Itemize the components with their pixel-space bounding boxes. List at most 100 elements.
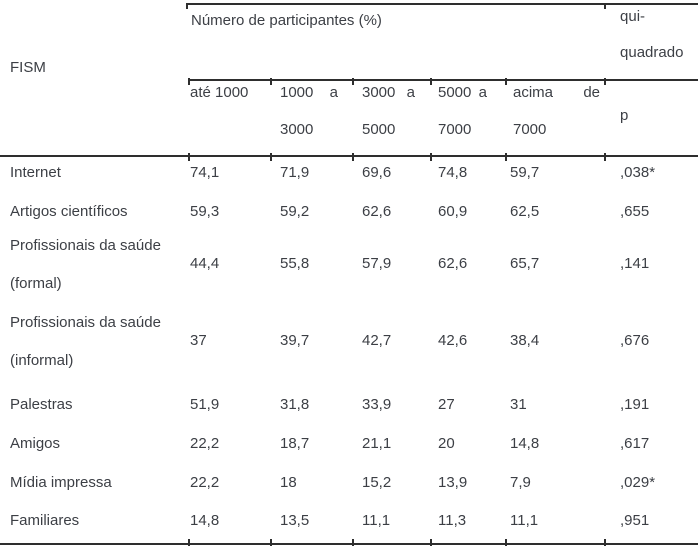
row-label: Familiares: [0, 505, 188, 545]
p-value-cell: ,141: [620, 254, 650, 272]
value-cell: 62,6: [362, 202, 392, 220]
table-row-familiares: Familiares 14,8 13,5 11,1 11,3 11,1 ,951: [0, 505, 698, 545]
value-cell: 21,1: [362, 434, 392, 452]
range-connector: de: [583, 84, 601, 101]
row-label: Mídia impressa: [10, 473, 112, 491]
value-cell: 14,8: [188, 505, 270, 545]
range-end: 3000: [280, 121, 314, 138]
p-value-cell: ,191: [620, 395, 650, 413]
cell-boundary-tick: [505, 539, 507, 546]
col-header-1000-3000: 1000 a 3000: [270, 79, 352, 156]
value-cell: 15,2: [362, 473, 392, 491]
value-cell: 59,2: [280, 202, 310, 220]
range-start: acima: [513, 84, 554, 101]
cell-boundary-tick: [352, 539, 354, 546]
cell-boundary-tick: [604, 153, 606, 161]
cell-boundary-tick: [188, 539, 190, 546]
fism-label: FISM: [10, 59, 46, 76]
value-cell: 18,7: [280, 434, 310, 452]
table-row-amigos: Amigos 22,2 18,7 21,1 20 14,8 ,617: [0, 427, 698, 466]
cell-boundary-tick: [505, 78, 507, 85]
value-cell: 59,7: [505, 155, 606, 195]
fism-header: FISM: [0, 4, 188, 156]
range-connector: a: [329, 84, 338, 101]
col-header-3000-5000: 3000 a 5000: [352, 79, 430, 156]
cell-boundary-tick: [188, 78, 190, 85]
cell-boundary-tick: [188, 153, 190, 161]
chi-square-header: qui- quadrado: [605, 3, 698, 80]
cell-boundary-tick: [352, 153, 354, 161]
value-cell: 55,8: [280, 254, 310, 272]
range-connector: a: [478, 84, 487, 101]
cell-boundary-tick: [430, 153, 432, 161]
value-cell: 13,5: [270, 505, 352, 545]
row-label: Profissionais da saúde (formal): [0, 234, 188, 311]
value-cell: 59,3: [190, 202, 220, 220]
row-label: Profissionais da saúde (informal): [0, 311, 188, 388]
col-header-5000-7000: 5000 a 7000: [430, 79, 505, 156]
table-row-profissionais-formal: Profissionais da saúde (formal) 44,4 55,…: [0, 234, 698, 311]
value-cell: 20: [438, 434, 455, 452]
table-row-midia-impressa: Mídia impressa 22,2 18 15,2 13,9 7,9 ,02…: [0, 466, 698, 505]
value-cell: 11,1: [352, 505, 430, 545]
value-cell: 60,9: [438, 202, 468, 220]
value-cell: 37: [190, 331, 207, 349]
p-value-cell: ,655: [620, 202, 650, 220]
col-header-p: p: [605, 79, 698, 156]
value-cell: 27: [438, 395, 455, 413]
value-cell: 31,8: [280, 395, 310, 413]
value-cell: 39,7: [280, 331, 310, 349]
value-cell: 31: [510, 395, 527, 413]
p-value-cell: ,029*: [620, 473, 656, 491]
value-cell: 71,9: [270, 155, 352, 195]
p-value-cell: ,951: [605, 505, 698, 545]
row-label: Artigos científicos: [10, 202, 128, 220]
value-cell: 62,6: [438, 254, 468, 272]
value-cell: 44,4: [190, 254, 220, 272]
cell-boundary-tick: [430, 539, 432, 546]
col-header-ate-1000: até 1000: [188, 79, 270, 156]
cell-boundary-tick: [186, 3, 188, 9]
range-connector: a: [406, 84, 415, 101]
fism-table: FISM Número de participantes (%) qui- qu…: [0, 3, 698, 545]
value-cell: 38,4: [510, 331, 540, 349]
value-cell: 22,2: [190, 473, 220, 491]
table-row-internet: Internet 74,1 71,9 69,6 74,8 59,7 ,038*: [0, 155, 698, 195]
cell-boundary-tick: [604, 78, 606, 85]
row-label-line1: Profissionais da saúde: [10, 313, 161, 331]
range-start: 3000: [362, 84, 396, 101]
header-row-1: FISM Número de participantes (%) qui- qu…: [0, 3, 698, 80]
row-label: Palestras: [10, 395, 73, 413]
p-label: p: [620, 106, 629, 124]
value-cell: 65,7: [510, 254, 540, 272]
range-end: 7000: [438, 121, 472, 138]
value-cell: 14,8: [510, 434, 540, 452]
col-header-text: até 1000: [190, 84, 249, 101]
p-value-cell: ,038*: [605, 155, 698, 195]
cell-boundary-tick: [270, 78, 272, 85]
range-start: 1000: [280, 84, 314, 101]
range-end: 7000: [513, 121, 547, 138]
row-label-line2: (informal): [10, 351, 74, 369]
participants-group-header: Número de participantes (%): [188, 3, 606, 80]
cell-boundary-tick: [505, 153, 507, 161]
table-row-palestras: Palestras 51,9 31,8 33,9 27 31 ,191: [0, 388, 698, 427]
row-label: Amigos: [10, 434, 61, 452]
value-cell: 7,9: [510, 473, 531, 491]
value-cell: 13,9: [438, 473, 468, 491]
p-value-cell: ,617: [620, 434, 650, 452]
value-cell: 18: [280, 473, 297, 491]
range-end: 5000: [362, 121, 396, 138]
value-cell: 69,6: [352, 155, 430, 195]
row-label-line2: (formal): [10, 274, 62, 292]
value-cell: 42,7: [362, 331, 392, 349]
cell-boundary-tick: [270, 153, 272, 161]
chi-square-line2: quadrado: [620, 44, 684, 61]
row-label: Internet: [0, 155, 188, 195]
value-cell: 62,5: [510, 202, 540, 220]
value-cell: 42,6: [438, 331, 468, 349]
cell-boundary-tick: [270, 539, 272, 546]
cell-boundary-tick: [430, 78, 432, 85]
value-cell: 22,2: [190, 434, 220, 452]
